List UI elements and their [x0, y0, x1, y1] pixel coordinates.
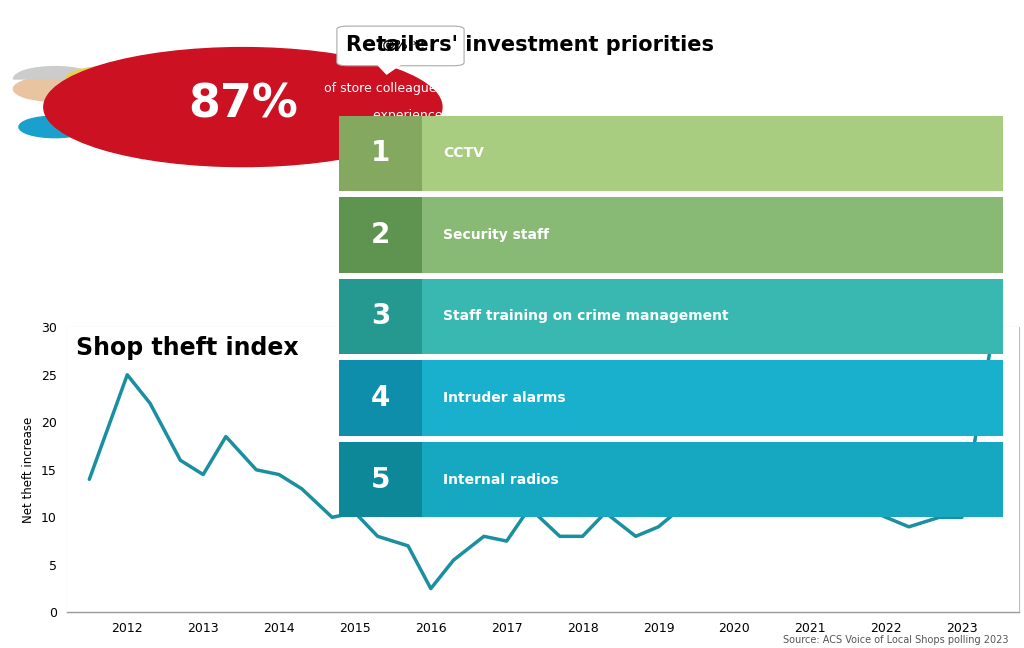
- Text: 3: 3: [372, 303, 390, 330]
- Text: Intruder alarms: Intruder alarms: [443, 391, 566, 405]
- Text: CCTV: CCTV: [443, 146, 484, 160]
- Text: Staff training on crime management: Staff training on crime management: [443, 310, 729, 323]
- FancyBboxPatch shape: [340, 279, 1004, 354]
- Circle shape: [72, 116, 143, 137]
- Y-axis label: Net theft increase: Net theft increase: [23, 417, 36, 523]
- FancyBboxPatch shape: [340, 115, 422, 191]
- Text: 2: 2: [372, 221, 390, 249]
- Text: Source: ACS Voice of Local Shops polling 2023: Source: ACS Voice of Local Shops polling…: [783, 635, 1009, 645]
- Text: 4: 4: [372, 384, 390, 412]
- Text: 87%: 87%: [188, 83, 298, 128]
- Text: verbal abuse: verbal abuse: [442, 109, 532, 122]
- FancyBboxPatch shape: [340, 115, 1004, 191]
- FancyBboxPatch shape: [340, 442, 422, 517]
- Text: ?@%!*!: ?@%!*!: [376, 39, 426, 52]
- Circle shape: [66, 76, 148, 101]
- Text: of store colleagues have: of store colleagues have: [324, 82, 477, 95]
- Circle shape: [119, 76, 202, 101]
- Text: Retailers' investment priorities: Retailers' investment priorities: [346, 35, 715, 55]
- Circle shape: [124, 116, 196, 137]
- Text: Shop theft index: Shop theft index: [76, 336, 299, 360]
- FancyBboxPatch shape: [340, 279, 422, 354]
- Wedge shape: [116, 65, 204, 78]
- Circle shape: [18, 116, 91, 137]
- Circle shape: [13, 76, 96, 101]
- FancyBboxPatch shape: [340, 442, 1004, 517]
- Text: 5: 5: [371, 465, 391, 494]
- Text: experienced: experienced: [373, 109, 455, 122]
- Text: 1: 1: [372, 139, 390, 167]
- Text: Security staff: Security staff: [443, 228, 549, 242]
- FancyBboxPatch shape: [340, 197, 1004, 273]
- Wedge shape: [66, 67, 148, 79]
- FancyBboxPatch shape: [340, 197, 422, 273]
- Wedge shape: [13, 67, 96, 79]
- Text: Internal radios: Internal radios: [443, 472, 559, 487]
- Circle shape: [44, 47, 442, 167]
- Polygon shape: [376, 62, 403, 74]
- FancyBboxPatch shape: [337, 26, 464, 66]
- FancyBboxPatch shape: [340, 360, 1004, 436]
- FancyBboxPatch shape: [340, 360, 422, 436]
